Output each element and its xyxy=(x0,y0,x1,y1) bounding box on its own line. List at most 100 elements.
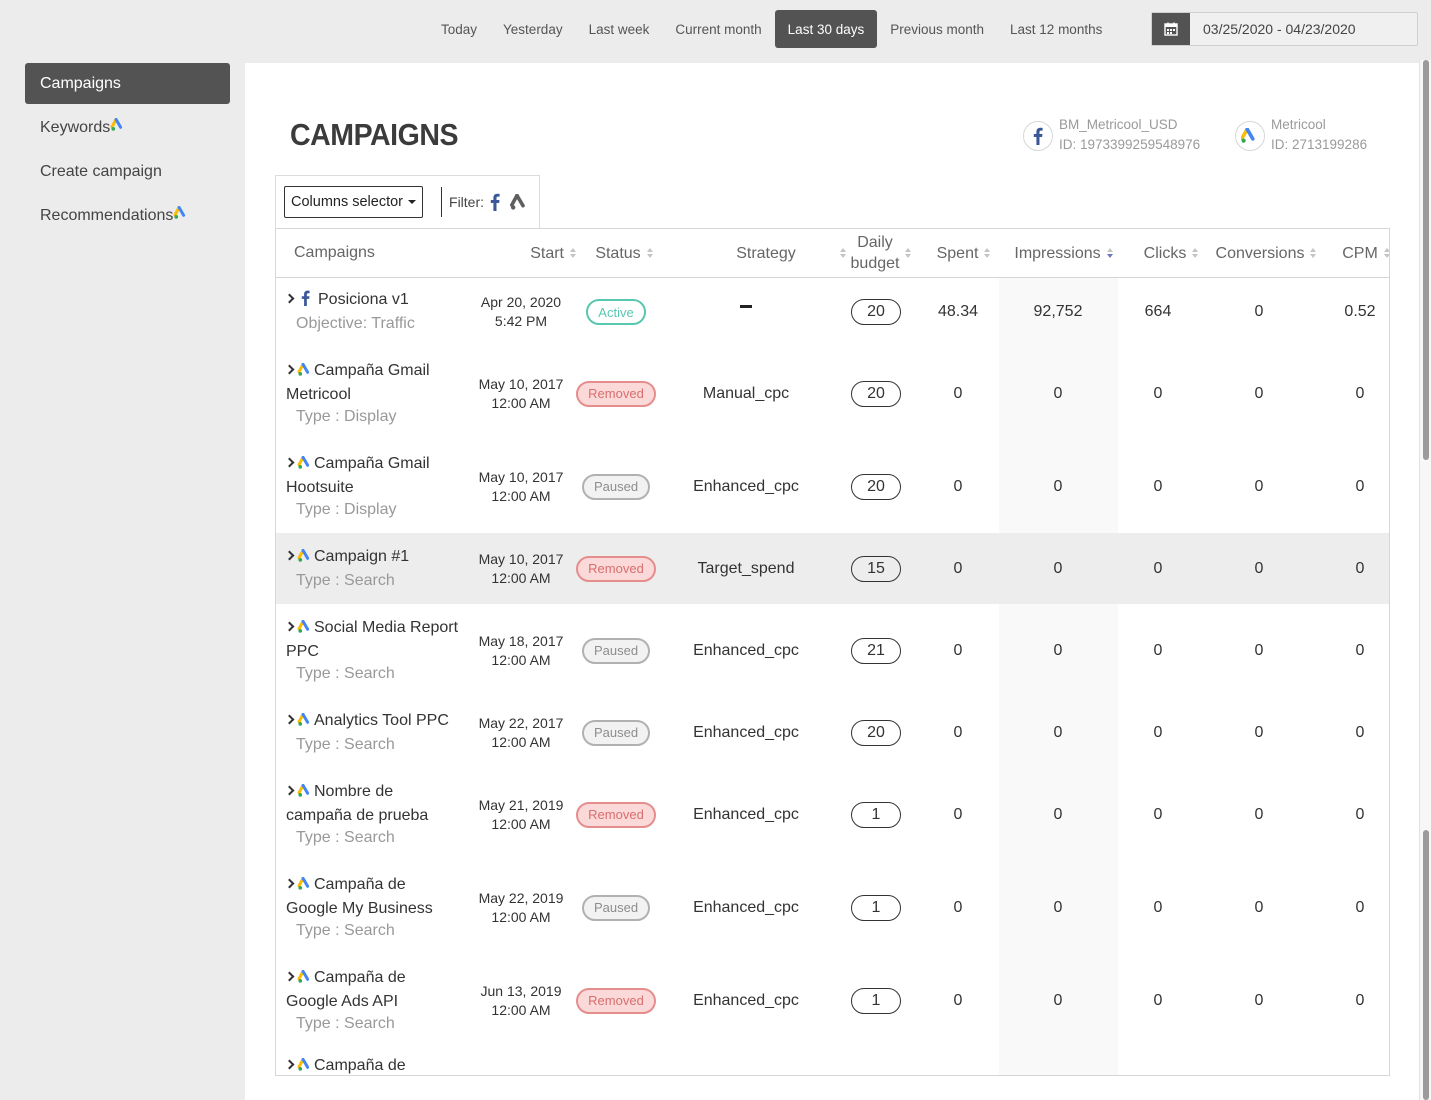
status-cell: Removed xyxy=(576,768,656,861)
date-range-option[interactable]: Previous month xyxy=(890,21,985,37)
table-row[interactable]: Campaña de Google My Business Type : Searc… xyxy=(276,861,1389,954)
campaign-name[interactable]: Social Media Report xyxy=(284,617,466,641)
sort-icon[interactable] xyxy=(1383,248,1389,258)
date-range-picker[interactable]: 03/25/2020 - 04/23/2020 xyxy=(1151,12,1418,46)
sort-icon[interactable] xyxy=(1106,248,1113,258)
campaign-name[interactable]: Campaña Gmail xyxy=(284,360,466,384)
table-row[interactable]: Campaña Gmail Metricool Type : Display May … xyxy=(276,347,1389,440)
filter-facebook-icon[interactable] xyxy=(490,193,500,211)
campaign-name[interactable]: Campaña de xyxy=(284,1055,466,1075)
table-row[interactable]: Campaign #1 Type : Search May 10, 2017 12:0… xyxy=(276,533,1389,604)
campaign-name[interactable]: Campaña de xyxy=(284,967,466,991)
column-header-strategy[interactable]: Strategy xyxy=(696,229,846,277)
chevron-right-icon[interactable] xyxy=(284,457,295,467)
column-header-status[interactable]: Status xyxy=(584,229,664,277)
table-row[interactable]: Posiciona v1 Objective: Traffic Apr 20, 20… xyxy=(276,277,1389,347)
chevron-right-icon[interactable] xyxy=(284,878,295,888)
sort-icon[interactable] xyxy=(570,248,576,258)
chevron-right-icon[interactable] xyxy=(284,971,295,981)
daily-budget-pill[interactable]: 1 xyxy=(851,894,901,921)
table-row[interactable]: Analytics Tool PPC Type : Search May 22, 2… xyxy=(276,697,1389,768)
campaign-type: Type : Display xyxy=(296,407,397,425)
column-header-conversions[interactable]: Conversions xyxy=(1211,229,1321,277)
daily-budget-pill[interactable]: 20 xyxy=(851,719,901,746)
page-title: CAMPAIGNS xyxy=(290,117,459,152)
daily-budget-pill[interactable]: 21 xyxy=(851,637,901,664)
campaign-name-text: Social Media Report xyxy=(314,618,459,636)
spent-cell: 0 xyxy=(953,723,963,741)
campaign-name[interactable]: Nombre de xyxy=(284,781,466,805)
status-badge: Paused xyxy=(581,894,651,921)
chevron-right-icon[interactable] xyxy=(284,550,295,560)
sidebar: Campaigns Keywords Create campaign Recommen… xyxy=(25,63,230,239)
table-row[interactable]: Campaña de Google Ads API Type : Search Jun… xyxy=(276,954,1389,1047)
table-row[interactable]: Campaña Gmail Hootsuite Type : Display May … xyxy=(276,440,1389,533)
campaign-type: Type : Display xyxy=(296,500,397,518)
date-range-option[interactable]: Last 30 days xyxy=(774,10,878,48)
table-row[interactable]: Nombre de campaña de prueba Type : Search M… xyxy=(276,768,1389,861)
campaign-name[interactable]: Posiciona v1 xyxy=(284,289,466,313)
scrollbar-thumb[interactable] xyxy=(1423,60,1429,460)
page-scrollbar[interactable] xyxy=(1419,60,1431,1100)
chevron-right-icon[interactable] xyxy=(284,621,295,631)
campaign-type: Type : Search xyxy=(296,1014,395,1032)
filter-google-ads-icon[interactable] xyxy=(510,193,530,211)
daily-budget-pill[interactable]: 15 xyxy=(851,555,901,582)
chevron-right-icon[interactable] xyxy=(284,1059,295,1070)
column-header-cpm[interactable]: CPM xyxy=(1326,229,1389,277)
sort-icon[interactable] xyxy=(840,248,846,258)
daily-budget-pill[interactable]: 20 xyxy=(851,473,901,500)
daily-budget-pill[interactable]: 1 xyxy=(851,801,901,828)
date-range-option[interactable]: Today xyxy=(441,21,478,37)
column-header-spent[interactable]: Spent xyxy=(926,229,1001,277)
strategy-cell: Enhanced_cpc xyxy=(676,861,816,954)
sidebar-item[interactable]: Keywords xyxy=(25,107,230,148)
sort-icon[interactable] xyxy=(905,248,912,258)
calendar-icon[interactable] xyxy=(1152,13,1190,45)
columns-selector-button[interactable]: Columns selector xyxy=(284,186,424,218)
scrollbar-thumb-lower[interactable] xyxy=(1423,830,1429,1100)
date-range-value[interactable]: 03/25/2020 - 04/23/2020 xyxy=(1203,21,1356,37)
chevron-right-icon[interactable] xyxy=(284,785,295,795)
column-header-impressions[interactable]: Impressions xyxy=(1006,229,1121,277)
daily-budget-pill[interactable]: 20 xyxy=(851,380,901,407)
status-badge: Paused xyxy=(581,719,651,746)
daily-budget-cell: 1 xyxy=(850,954,902,1047)
sort-icon[interactable] xyxy=(1310,248,1317,258)
column-header-label: Status xyxy=(595,244,641,262)
sidebar-item[interactable]: Recommendations xyxy=(25,195,230,236)
sidebar-item-label: Keywords xyxy=(40,118,111,136)
strategy: Manual_cpc xyxy=(702,384,790,402)
sidebar-item[interactable]: Campaigns xyxy=(25,63,230,104)
sort-icon[interactable] xyxy=(984,248,991,258)
cpm-cell: 0 xyxy=(1355,991,1365,1009)
sort-icon[interactable] xyxy=(646,248,653,258)
daily-budget-pill[interactable]: 20 xyxy=(851,299,901,325)
date-range-option[interactable]: Current month xyxy=(675,21,762,37)
campaign-name[interactable]: Campaña Gmail xyxy=(284,453,466,477)
sidebar-item[interactable]: Create campaign xyxy=(25,151,230,192)
impressions-cell: 92,752 xyxy=(1033,303,1083,320)
campaign-name[interactable]: Campaña de xyxy=(284,874,466,898)
chevron-right-icon[interactable] xyxy=(284,364,295,374)
column-header-label: Conversions xyxy=(1215,244,1305,262)
status-cell: Paused xyxy=(576,604,656,697)
daily-budget-pill[interactable]: 1 xyxy=(851,987,901,1014)
column-header-daily-budget[interactable]: Daily budget xyxy=(841,229,921,277)
column-header-start[interactable]: Start xyxy=(476,229,576,277)
column-header-campaigns[interactable]: Campaigns xyxy=(294,229,444,277)
chevron-right-icon[interactable] xyxy=(284,293,295,304)
google-ads-icon xyxy=(297,969,314,991)
sort-icon[interactable] xyxy=(1192,248,1199,258)
strategy-cell: Enhanced_cpc xyxy=(676,768,816,861)
date-range-option[interactable]: Yesterday xyxy=(503,21,563,37)
date-range-option[interactable]: Last week xyxy=(588,21,650,37)
column-header-clicks[interactable]: Clicks xyxy=(1126,229,1216,277)
campaign-name[interactable]: Campaign #1 xyxy=(284,546,466,570)
table-row[interactable]: Social Media Report PPC Type : Search May 1… xyxy=(276,604,1389,697)
table-row[interactable]: Campaña de xyxy=(276,1047,1389,1075)
campaign-name[interactable]: Analytics Tool PPC xyxy=(284,710,466,734)
date-range-option[interactable]: Last 12 months xyxy=(1010,21,1103,37)
impressions-column-background xyxy=(999,277,1118,1075)
chevron-right-icon[interactable] xyxy=(284,714,295,724)
